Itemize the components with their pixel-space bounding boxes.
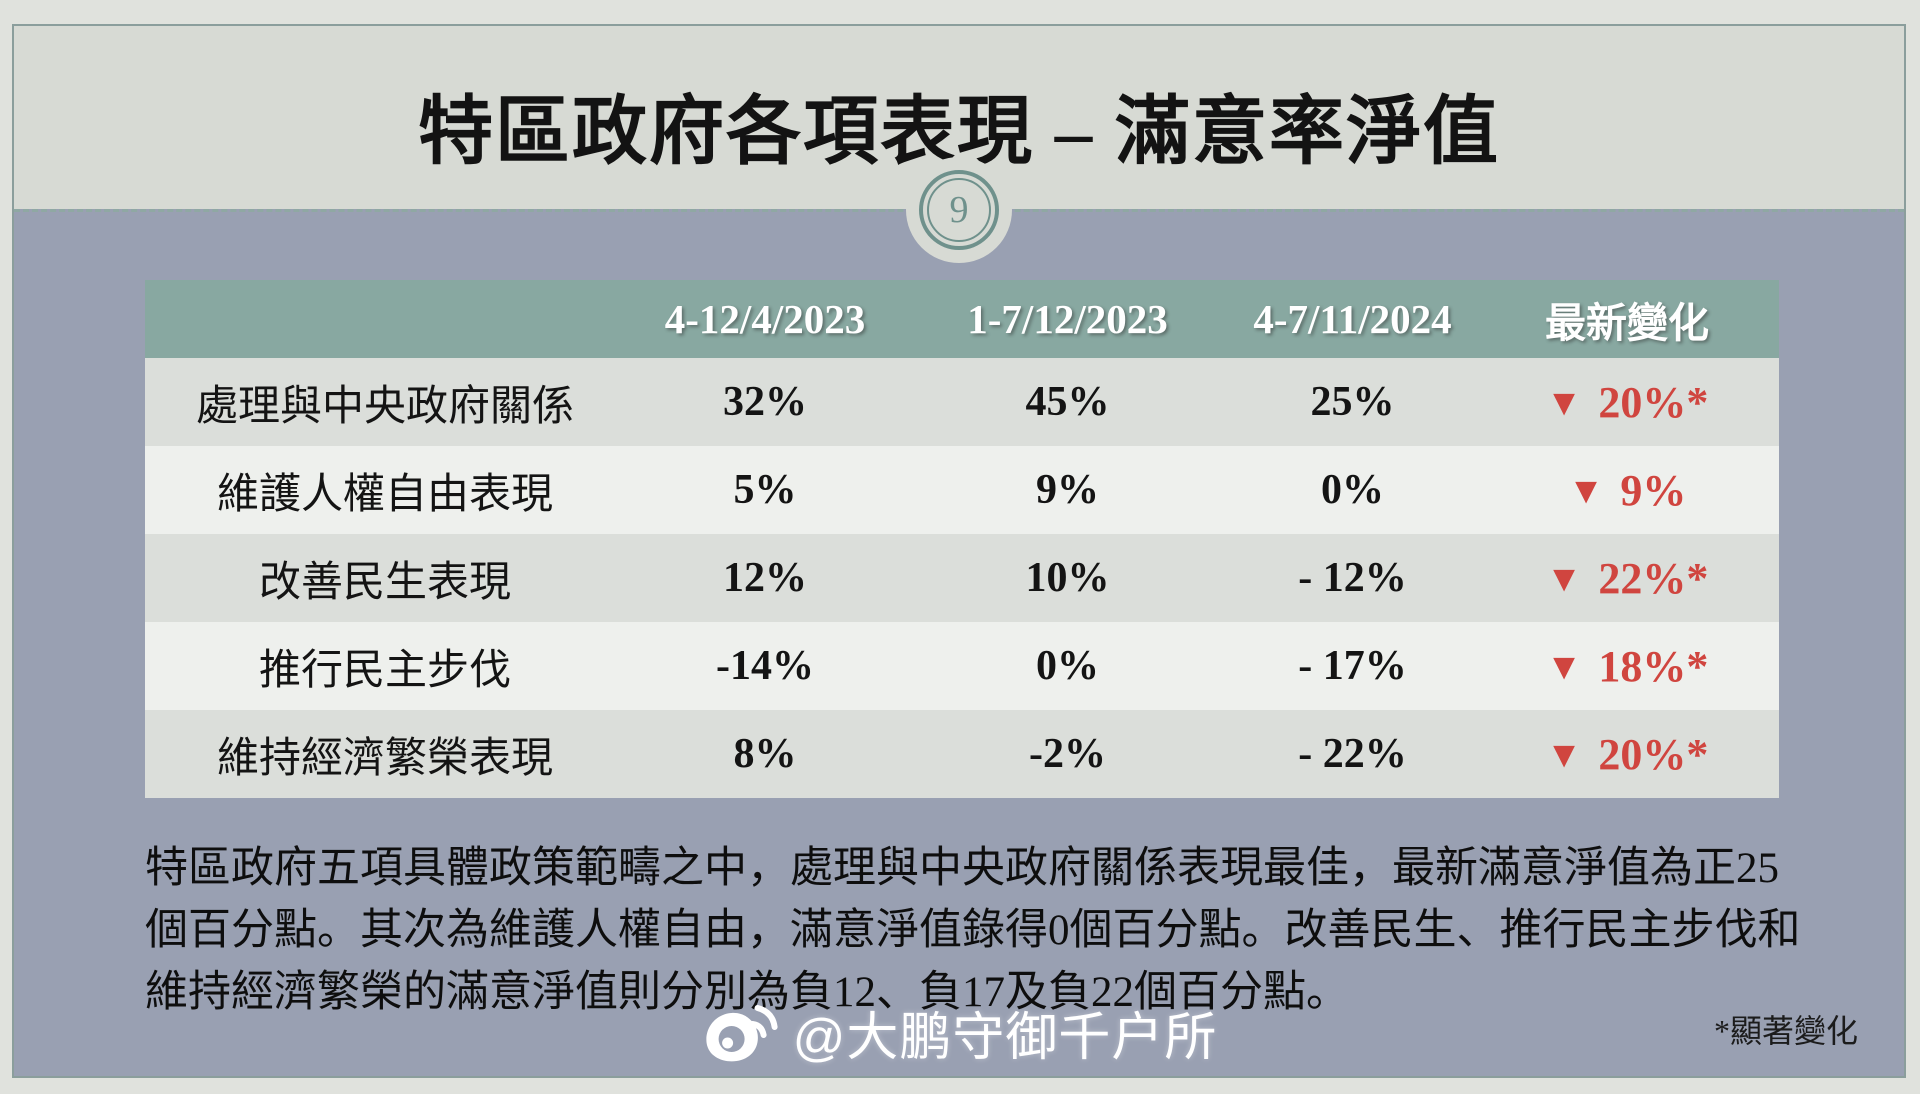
row-value: -2%	[1029, 731, 1106, 777]
triangle-down-icon: ▼	[1545, 382, 1583, 424]
triangle-down-icon: ▼	[1545, 734, 1583, 776]
row-value: - 22%	[1298, 731, 1407, 777]
change-value: 20%*	[1598, 377, 1709, 427]
table-row: 改善民生表現 12% 10% - 12% ▼ 22%*	[145, 534, 1779, 622]
row-change: ▼ 20%*	[1475, 358, 1779, 446]
table-header-row: 4-12/4/2023 1-7/12/2023 4-7/11/2024 最新變化	[145, 280, 1779, 358]
row-value: 5%	[733, 467, 797, 513]
row-value: 12%	[723, 555, 807, 601]
header-cell-period3: 4-7/11/2024	[1253, 296, 1452, 342]
page-number: 9	[949, 189, 969, 231]
row-change: ▼ 22%*	[1475, 534, 1779, 622]
weibo-icon	[701, 1000, 779, 1066]
table-row: 維護人權自由表現 5% 9% 0% ▼ 9%	[145, 446, 1779, 534]
slide-frame: 特區政府各項表現 – 滿意率淨值 9 4-12/4/2023 1-7/12/20…	[12, 24, 1906, 1078]
change-value: 9%	[1620, 465, 1687, 515]
summary-line: 個百分點。其次為維護人權自由，滿意淨值錄得0個百分點。改善民生、推行民主步伐和	[145, 907, 1801, 954]
change-value: 22%*	[1598, 553, 1709, 603]
row-value: - 12%	[1298, 555, 1407, 601]
satisfaction-table: 4-12/4/2023 1-7/12/2023 4-7/11/2024 最新變化…	[145, 280, 1779, 798]
row-label: 處理與中央政府關係	[195, 383, 574, 430]
row-change: ▼ 9%	[1475, 446, 1779, 534]
triangle-down-icon: ▼	[1545, 646, 1583, 688]
row-label: 推行民主步伐	[258, 647, 511, 694]
row-label: 改善民生表現	[258, 559, 511, 606]
summary-line: 特區政府五項具體政策範疇之中，處理與中央政府關係表現最佳，最新滿意淨值為正25	[145, 845, 1779, 892]
row-change: ▼ 20%*	[1475, 710, 1779, 798]
summary-paragraph: 特區政府五項具體政策範疇之中，處理與中央政府關係表現最佳，最新滿意淨值為正25 …	[145, 838, 1817, 1024]
row-value: - 17%	[1298, 643, 1407, 689]
row-value: 25%	[1310, 379, 1395, 425]
row-label: 維持經濟繁榮表現	[216, 735, 553, 782]
row-label: 維護人權自由表現	[216, 471, 553, 518]
change-value: 20%*	[1598, 729, 1709, 779]
watermark-text: @大鹏守御千户所	[792, 1009, 1218, 1067]
triangle-down-icon: ▼	[1567, 470, 1605, 512]
badge-inner-ring-icon: 9	[927, 178, 991, 242]
table-row: 推行民主步伐 -14% 0% - 17% ▼ 18%*	[145, 622, 1779, 710]
row-value: 9%	[1036, 467, 1099, 513]
header-cell-period1: 4-12/4/2023	[664, 296, 866, 342]
header-cell-period2: 1-7/12/2023	[967, 296, 1168, 342]
table-row: 維持經濟繁榮表現 8% -2% - 22% ▼ 20%*	[145, 710, 1779, 798]
significance-footnote: *顯著變化	[1713, 1013, 1858, 1049]
row-value: 0%	[1036, 643, 1099, 689]
header-cell-latest-change: 最新變化	[1545, 300, 1709, 346]
row-value: -14%	[716, 643, 814, 689]
row-change: ▼ 18%*	[1475, 622, 1779, 710]
change-value: 18%*	[1598, 641, 1709, 691]
triangle-down-icon: ▼	[1545, 558, 1583, 600]
badge-outer-ring-icon: 9	[919, 170, 999, 250]
page-number-badge: 9	[906, 157, 1012, 263]
row-value: 32%	[723, 379, 807, 425]
summary-line: 維持經濟繁榮的滿意淨值則分別為負12、負17及負22個百分點。	[145, 969, 1349, 1016]
row-value: 8%	[733, 731, 797, 777]
watermark: @大鹏守御千户所	[701, 995, 1218, 1070]
header-cell-empty	[145, 280, 625, 358]
table-row: 處理與中央政府關係 32% 45% 25% ▼ 20%*	[145, 358, 1779, 446]
row-value: 0%	[1321, 467, 1384, 513]
row-value: 10%	[1025, 555, 1110, 601]
row-value: 45%	[1025, 379, 1110, 425]
